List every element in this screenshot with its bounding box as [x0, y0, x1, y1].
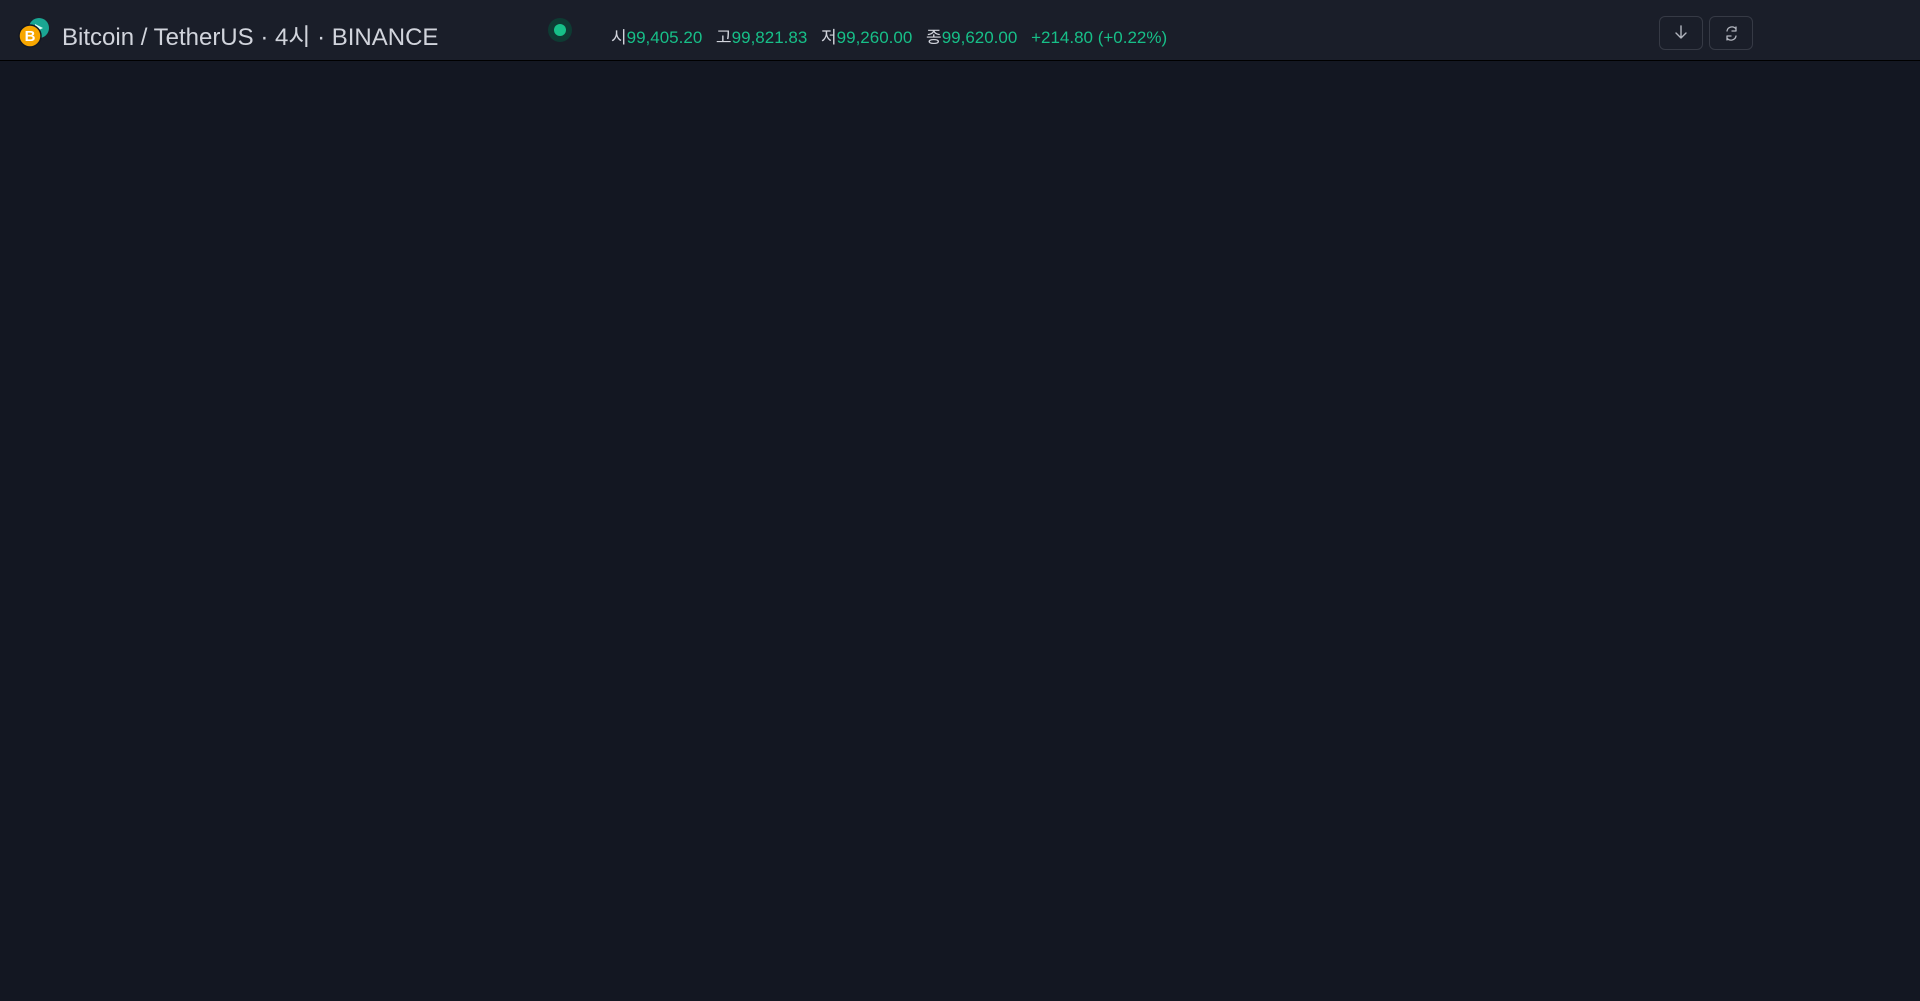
- svg-text:B: B: [25, 28, 36, 45]
